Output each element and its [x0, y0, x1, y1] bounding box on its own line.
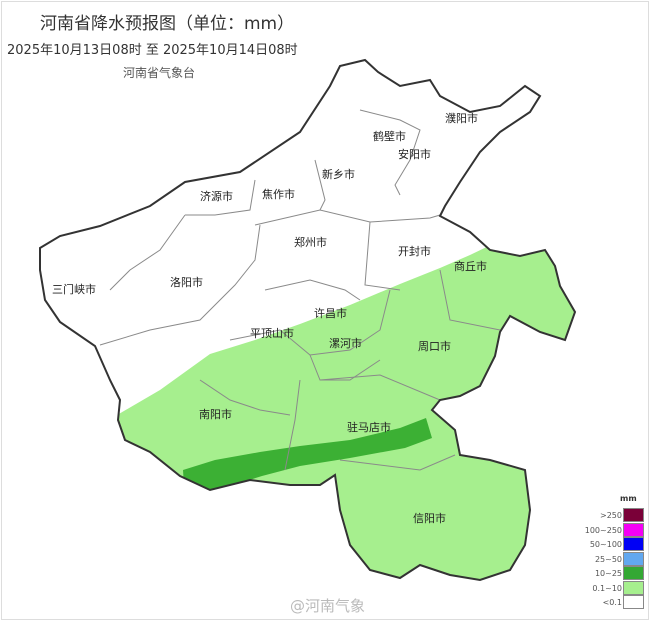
city-label: 许昌市	[314, 306, 347, 320]
legend-swatch	[623, 580, 644, 595]
legend-item: 50~100	[588, 537, 644, 551]
city-label: 商丘市	[454, 259, 487, 273]
legend-label: 0.1~10	[592, 583, 622, 593]
city-label: 鹤壁市	[373, 129, 406, 143]
legend-item: 100~250	[584, 522, 644, 537]
legend-label: 50~100	[589, 540, 622, 549]
city-label: 济源市	[200, 189, 233, 203]
watermark: @河南气象	[290, 597, 366, 615]
city-label: 南阳市	[199, 407, 232, 421]
city-label: 郑州市	[294, 235, 327, 249]
legend-label: >250	[600, 511, 622, 520]
forecast-period: 2025年10月13日08时 至 2025年10月14日08时	[7, 43, 298, 58]
legend-item: <0.1	[588, 595, 644, 609]
legend-label: 10~25	[594, 569, 622, 578]
legend-item: 25~50	[588, 551, 644, 566]
legend-swatch	[623, 566, 644, 580]
city-label: 周口市	[418, 339, 451, 353]
city-label: 开封市	[398, 244, 431, 258]
city-label: 濮阳市	[445, 111, 478, 125]
city-label: 信阳市	[413, 511, 446, 525]
legend-item: 0.1~10	[588, 580, 644, 595]
map-title: 河南省降水预报图（单位：mm）	[40, 14, 295, 34]
city-label: 驻马店市	[347, 420, 391, 434]
legend-label: 25~50	[594, 554, 622, 564]
legend-item: 10~25	[588, 566, 644, 580]
issuer-label: 河南省气象台	[123, 66, 196, 80]
city-boundaries	[99, 109, 501, 471]
legend-swatch	[623, 551, 644, 566]
city-label: 新乡市	[322, 167, 355, 181]
legend-item: >250	[588, 508, 644, 522]
city-label: 平顶山市	[250, 326, 294, 340]
legend-swatch	[623, 595, 644, 609]
city-labels: 三门峡市 洛阳市 济源市 焦作市 新乡市 鹤壁市 安阳市 濮阳市 郑州市 开封市…	[52, 111, 487, 525]
moderate-rain-band	[183, 418, 432, 492]
legend-label: 100~250	[584, 525, 622, 535]
legend-swatch	[623, 537, 644, 551]
legend-unit: mm	[620, 494, 637, 503]
city-label: 安阳市	[398, 147, 431, 161]
legend-swatch	[623, 522, 644, 537]
city-label: 洛阳市	[170, 275, 203, 289]
legend-swatch	[623, 508, 644, 522]
legend-label: <0.1	[602, 598, 622, 607]
city-label: 焦作市	[262, 187, 295, 201]
city-label: 三门峡市	[52, 282, 96, 296]
city-label: 漯河市	[329, 336, 362, 350]
